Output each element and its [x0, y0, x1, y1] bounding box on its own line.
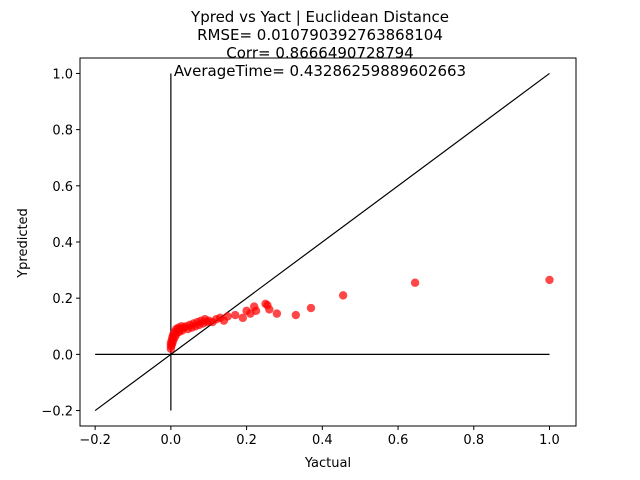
x-tick-label-3: 0.4 [312, 433, 333, 448]
y-tick-label-0: −0.2 [41, 405, 73, 420]
title-line-2: RMSE= 0.010790392763868104 [197, 26, 443, 44]
data-point-43 [251, 306, 261, 316]
data-point-48 [291, 310, 301, 320]
data-point-51 [410, 278, 420, 287]
data-point-47 [272, 309, 282, 318]
y-tick-label-6: 1.0 [52, 67, 73, 82]
data-point-39 [238, 313, 248, 323]
x-tick-label-1: 0.0 [161, 433, 182, 448]
y-tick-label-4: 0.6 [52, 180, 73, 195]
chart-title: Ypred vs Yact | Euclidean Distance RMSE=… [174, 8, 466, 80]
data-point-37 [223, 312, 232, 321]
plot-area: −0.2 0.0 0.2 0.4 0.6 0.8 1.0 −0.2 0.0 0.2 0.4 0.6 0.… [41, 57, 577, 448]
data-point-38 [231, 310, 240, 320]
y-tick-label-1: 0.0 [52, 348, 73, 363]
x-tick-label-0: −0.2 [79, 433, 111, 448]
data-point-52 [545, 275, 554, 285]
y-axis-label: Ypredicted [16, 208, 31, 279]
x-tick-label-2: 0.2 [236, 433, 257, 448]
x-tick-label-6: 1.0 [539, 433, 560, 448]
y-tick-label-2: 0.2 [52, 292, 73, 307]
title-line-3: Corr= 0.8666490728794 [226, 44, 413, 62]
x-axis-label: Yactual [304, 456, 351, 471]
x-tick-label-5: 0.8 [463, 433, 484, 448]
data-point-50 [338, 291, 348, 300]
title-line-1: Ypred vs Yact | Euclidean Distance [190, 8, 449, 26]
title-line-4: AverageTime= 0.43286259889602663 [174, 62, 466, 80]
y-tick-label-5: 0.8 [52, 124, 73, 139]
data-point-46 [265, 305, 274, 314]
data-point-49 [306, 303, 316, 313]
x-tick-label-4: 0.6 [388, 433, 409, 448]
y-tick-label-3: 0.4 [52, 236, 73, 251]
